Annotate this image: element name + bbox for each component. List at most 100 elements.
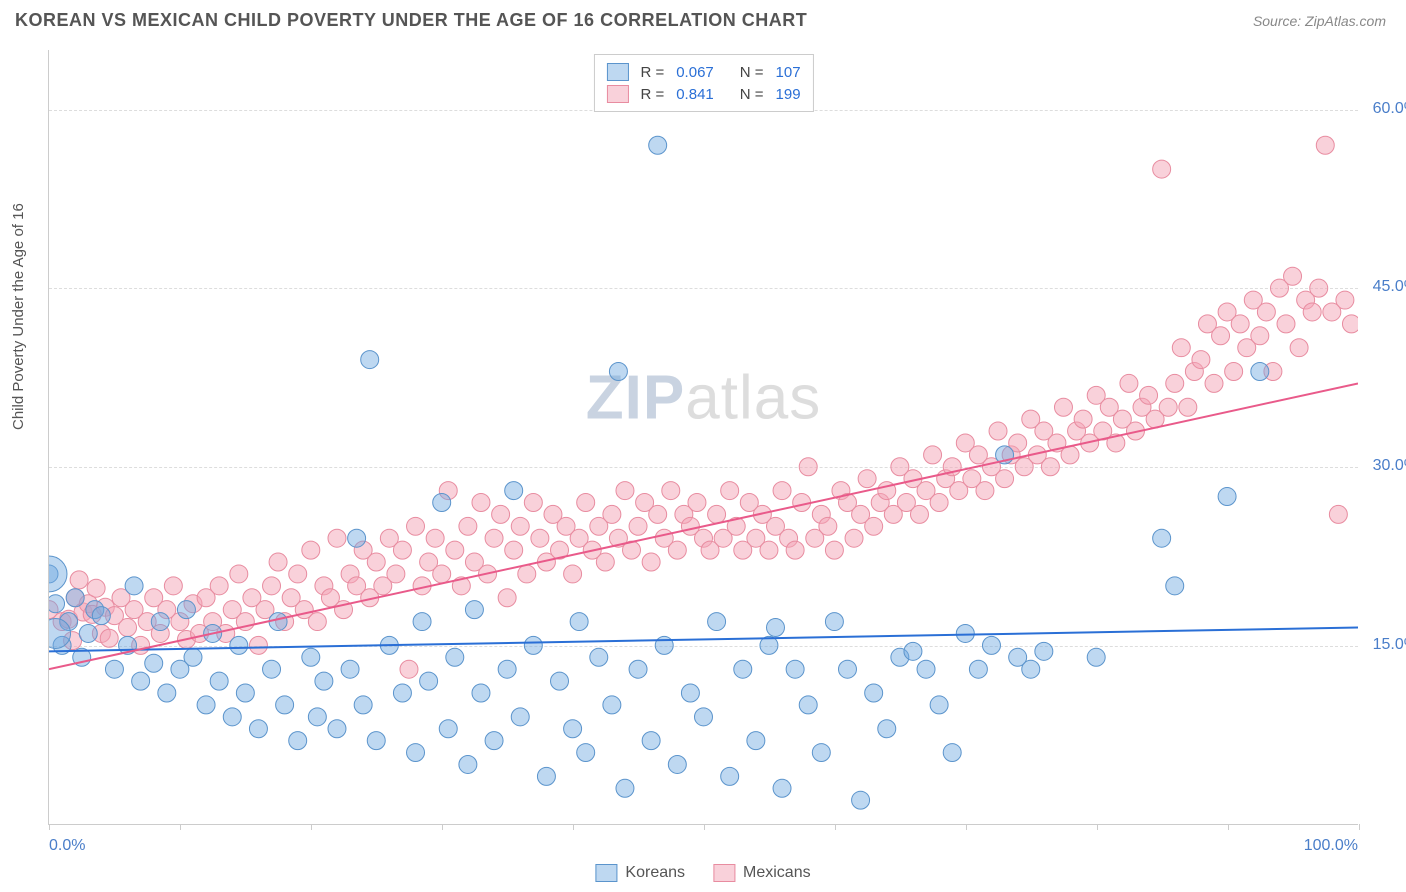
scatter-point <box>721 767 739 785</box>
scatter-point <box>524 494 542 512</box>
scatter-point <box>367 732 385 750</box>
scatter-point <box>668 541 686 559</box>
scatter-point <box>708 613 726 631</box>
scatter-point <box>230 565 248 583</box>
y-tick-label: 45.0% <box>1373 278 1406 296</box>
scatter-point <box>1225 363 1243 381</box>
scatter-point <box>845 529 863 547</box>
scatter-point <box>924 446 942 464</box>
scatter-point <box>184 648 202 666</box>
scatter-point <box>505 541 523 559</box>
title-bar: KOREAN VS MEXICAN CHILD POVERTY UNDER TH… <box>0 0 1406 36</box>
scatter-point <box>812 744 830 762</box>
scatter-point <box>1166 374 1184 392</box>
scatter-point <box>151 613 169 631</box>
scatter-point <box>681 684 699 702</box>
scatter-point <box>1205 374 1223 392</box>
bottom-legend-item-koreans: Koreans <box>595 864 685 882</box>
scatter-point <box>577 744 595 762</box>
scatter-point <box>1179 398 1197 416</box>
scatter-point <box>289 732 307 750</box>
scatter-point <box>910 505 928 523</box>
scatter-point <box>66 589 84 607</box>
scatter-point <box>649 136 667 154</box>
scatter-point <box>276 696 294 714</box>
scatter-point <box>498 589 516 607</box>
bottom-label-mexicans: Mexicans <box>743 864 811 882</box>
y-tick-label: 60.0% <box>1373 100 1406 118</box>
r-label: R = <box>640 86 664 103</box>
scatter-point <box>616 779 634 797</box>
scatter-point <box>1041 458 1059 476</box>
scatter-point <box>70 571 88 589</box>
scatter-point <box>786 541 804 559</box>
scatter-point <box>79 624 97 642</box>
scatter-point <box>1316 136 1334 154</box>
scatter-point <box>433 565 451 583</box>
scatter-point <box>982 636 1000 654</box>
scatter-point <box>249 636 267 654</box>
scatter-point <box>341 660 359 678</box>
scatter-point <box>1159 398 1177 416</box>
chart-container: KOREAN VS MEXICAN CHILD POVERTY UNDER TH… <box>0 0 1406 892</box>
scatter-point <box>1290 339 1308 357</box>
scatter-point <box>1251 327 1269 345</box>
scatter-point <box>302 648 320 666</box>
scatter-point <box>917 660 935 678</box>
x-tick-label: 100.0% <box>1304 837 1358 855</box>
scatter-point <box>773 482 791 500</box>
x-tick <box>180 824 181 830</box>
scatter-point <box>459 517 477 535</box>
trend-line <box>49 383 1358 669</box>
scatter-point <box>642 732 660 750</box>
y-tick-label: 30.0% <box>1373 457 1406 475</box>
scatter-point <box>511 708 529 726</box>
scatter-point <box>819 517 837 535</box>
y-tick-label: 15.0% <box>1373 636 1406 654</box>
x-tick <box>704 824 705 830</box>
scatter-point <box>1035 642 1053 660</box>
scatter-point <box>269 553 287 571</box>
scatter-point <box>1153 529 1171 547</box>
bottom-swatch-koreans <box>595 864 617 882</box>
scatter-point <box>407 744 425 762</box>
scatter-point <box>1336 291 1354 309</box>
scatter-point <box>413 613 431 631</box>
scatter-point <box>609 363 627 381</box>
scatter-point <box>825 541 843 559</box>
scatter-point <box>177 601 195 619</box>
x-tick <box>442 824 443 830</box>
r-value-koreans: 0.067 <box>676 64 714 81</box>
scatter-point <box>197 696 215 714</box>
x-tick <box>311 824 312 830</box>
scatter-point <box>564 565 582 583</box>
scatter-point <box>132 672 150 690</box>
scatter-point <box>930 494 948 512</box>
scatter-point <box>465 601 483 619</box>
x-tick <box>1228 824 1229 830</box>
scatter-point <box>695 708 713 726</box>
scatter-point <box>315 672 333 690</box>
bottom-swatch-mexicans <box>713 864 735 882</box>
scatter-point <box>668 755 686 773</box>
scatter-point <box>459 755 477 773</box>
scatter-point <box>511 517 529 535</box>
scatter-point <box>531 529 549 547</box>
chart-title: KOREAN VS MEXICAN CHILD POVERTY UNDER TH… <box>15 10 807 31</box>
scatter-point <box>878 720 896 738</box>
scatter-point <box>328 529 346 547</box>
scatter-point <box>1342 315 1358 333</box>
scatter-point <box>649 505 667 523</box>
scatter-point <box>367 553 385 571</box>
scatter-point <box>230 636 248 654</box>
scatter-point <box>472 684 490 702</box>
scatter-point <box>708 505 726 523</box>
x-tick <box>49 824 50 830</box>
scatter-point <box>642 553 660 571</box>
scatter-point <box>236 684 254 702</box>
scatter-point <box>943 744 961 762</box>
scatter-point <box>263 577 281 595</box>
x-tick <box>1359 824 1360 830</box>
source-label: Source: <box>1253 13 1301 29</box>
scatter-point <box>603 505 621 523</box>
